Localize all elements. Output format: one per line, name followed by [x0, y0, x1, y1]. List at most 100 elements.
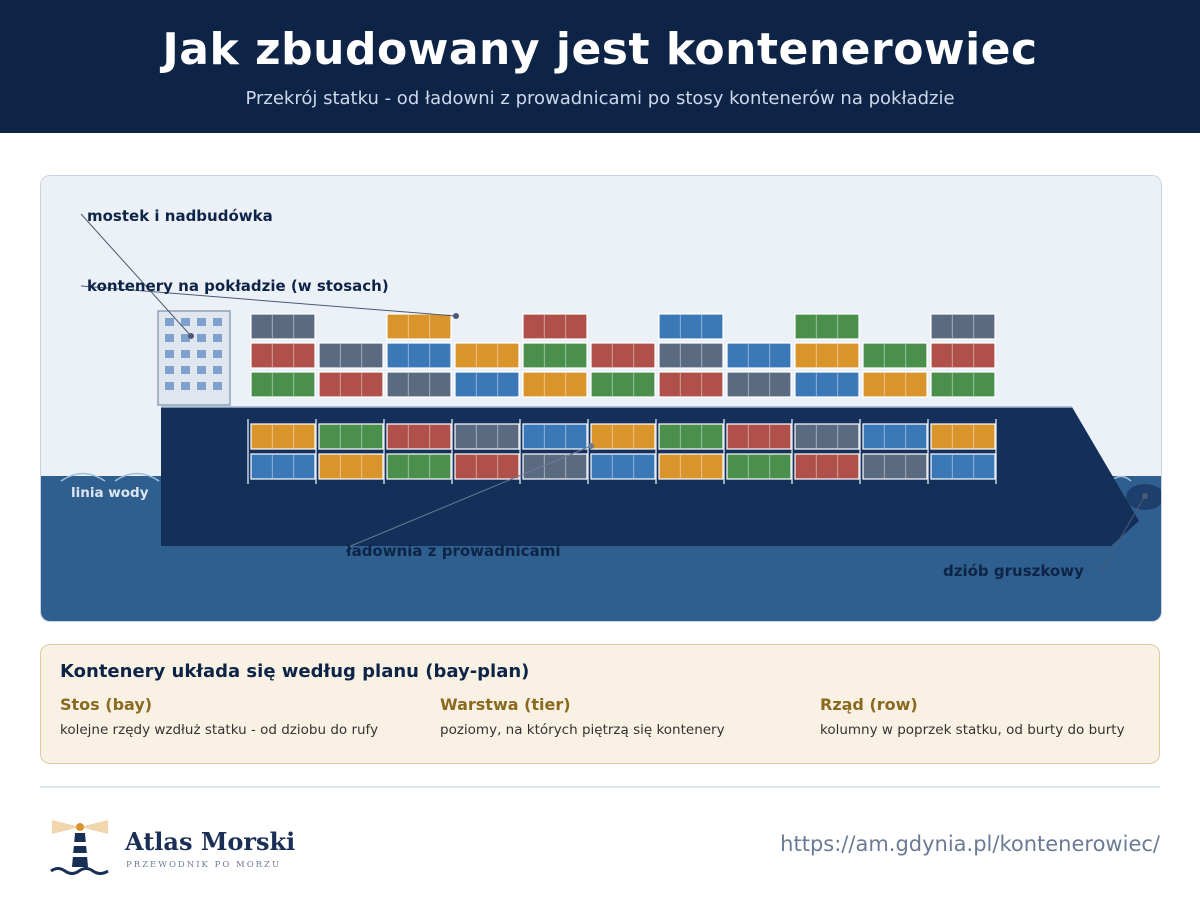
bridge-window	[213, 366, 222, 374]
deck-container	[794, 371, 860, 398]
plan-col-bay-title: Stos (bay)	[60, 695, 153, 714]
hold-container	[250, 453, 316, 480]
hold-container	[930, 453, 996, 480]
bridge-window	[181, 318, 190, 326]
hold-container	[250, 423, 316, 450]
deck-container	[726, 371, 792, 398]
bridge-window	[197, 318, 206, 326]
bridge-window	[165, 318, 174, 326]
deck-container	[522, 371, 588, 398]
ship-cross-section-diagram: mostek i nadbudówka kontenery na pokładz…	[40, 175, 1162, 622]
ship-svg: mostek i nadbudówka kontenery na pokładz…	[41, 176, 1161, 621]
deck-container	[386, 371, 452, 398]
deck-container	[318, 371, 384, 398]
plan-col-row: Rząd (row) kolumny w poprzek statku, od …	[820, 695, 1180, 738]
deck-container	[862, 342, 928, 369]
hold-container	[590, 423, 656, 450]
plan-col-row-title: Rząd (row)	[820, 695, 918, 714]
hold-container	[454, 423, 520, 450]
hold-container	[386, 423, 452, 450]
bridge-window	[197, 382, 206, 390]
leader-bridge	[80, 213, 192, 337]
deck-container	[794, 313, 860, 340]
hold-container	[318, 453, 384, 480]
hold-container	[862, 423, 928, 450]
hold-container	[726, 453, 792, 480]
deck-containers	[250, 313, 996, 398]
hold-container	[794, 423, 860, 450]
plan-col-row-desc: kolumny w poprzek statku, od burty do bu…	[820, 722, 1125, 738]
hold-container	[658, 453, 724, 480]
atlas-morski-logo: Atlas Morski PRZEWODNIK PO MORZU	[48, 815, 308, 880]
deck-container	[386, 313, 452, 340]
deck-container	[930, 371, 996, 398]
wave-left-2	[114, 472, 160, 482]
deck-container	[930, 313, 996, 340]
deck-container	[930, 342, 996, 369]
deck-container	[454, 342, 520, 369]
bridge-window	[165, 382, 174, 390]
label-deck-containers: kontenery na pokładzie (w stosach)	[87, 277, 389, 295]
hold-container	[862, 453, 928, 480]
hold-container	[930, 423, 996, 450]
plan-col-bay-desc: kolejne rzędy wzdłuż statku - od dziobu …	[60, 722, 379, 738]
bridge-window	[197, 350, 206, 358]
label-waterline: linia wody	[71, 485, 149, 501]
bridge-window	[181, 366, 190, 374]
bridge-window	[197, 334, 206, 342]
deck-container	[658, 313, 724, 340]
deck-container	[250, 313, 316, 340]
deck-container	[658, 371, 724, 398]
page-subtitle: Przekrój statku - od ładowni z prowadnic…	[245, 88, 955, 109]
leader-deck	[80, 285, 457, 317]
bridge-window	[181, 334, 190, 342]
page-title: Jak zbudowany jest kontenerowiec	[162, 24, 1038, 75]
deck-container	[590, 342, 656, 369]
plan-col-bay: Stos (bay) kolejne rzędy wzdłuż statku -…	[60, 695, 420, 738]
logo-brand: Atlas Morski	[125, 827, 296, 856]
deck-container	[250, 371, 316, 398]
label-hold: ładownia z prowadnicami	[345, 542, 560, 560]
logo-tagline: PRZEWODNIK PO MORZU	[126, 860, 282, 870]
hold-container	[386, 453, 452, 480]
bridge-window	[197, 366, 206, 374]
bridge-window	[165, 350, 174, 358]
deck-container	[658, 342, 724, 369]
label-bridge: mostek i nadbudówka	[87, 207, 273, 225]
header: Jak zbudowany jest kontenerowiec Przekró…	[0, 0, 1200, 133]
plan-col-tier: Warstwa (tier) poziomy, na których piętr…	[440, 695, 800, 738]
bridge-window	[213, 382, 222, 390]
bay-plan-title: Kontenery układa się według planu (bay-p…	[60, 661, 530, 682]
bridge-window	[165, 334, 174, 342]
bridge-window	[213, 350, 222, 358]
bridge-window	[181, 382, 190, 390]
hold-container	[522, 453, 588, 480]
leader-bow	[1100, 495, 1146, 572]
deck-container	[522, 342, 588, 369]
hold-container	[454, 453, 520, 480]
deck-container	[522, 313, 588, 340]
hold-container	[522, 423, 588, 450]
deck-container	[454, 371, 520, 398]
deck-container	[726, 342, 792, 369]
footer-url[interactable]: https://am.gdynia.pl/kontenerowiec/	[780, 832, 1160, 856]
leader-bridge-dot	[188, 333, 194, 339]
leader-hold-dot	[588, 443, 594, 449]
bay-plan-box: Kontenery układa się według planu (bay-p…	[40, 644, 1160, 764]
leader-bow-dot	[1142, 493, 1148, 499]
wave-left-1	[60, 472, 106, 482]
hold-containers	[247, 419, 997, 484]
deck-container	[794, 342, 860, 369]
label-bulbous-bow: dziób gruszkowy	[943, 562, 1084, 580]
hold-container	[726, 423, 792, 450]
footer-divider	[40, 786, 1160, 788]
deck-container	[590, 371, 656, 398]
deck-container	[862, 371, 928, 398]
lighthouse-icon	[50, 820, 109, 875]
hold-container	[318, 423, 384, 450]
hold-container	[658, 423, 724, 450]
bridge-window	[165, 366, 174, 374]
bridge-window	[181, 350, 190, 358]
deck-container	[318, 342, 384, 369]
leader-hold	[345, 445, 592, 549]
